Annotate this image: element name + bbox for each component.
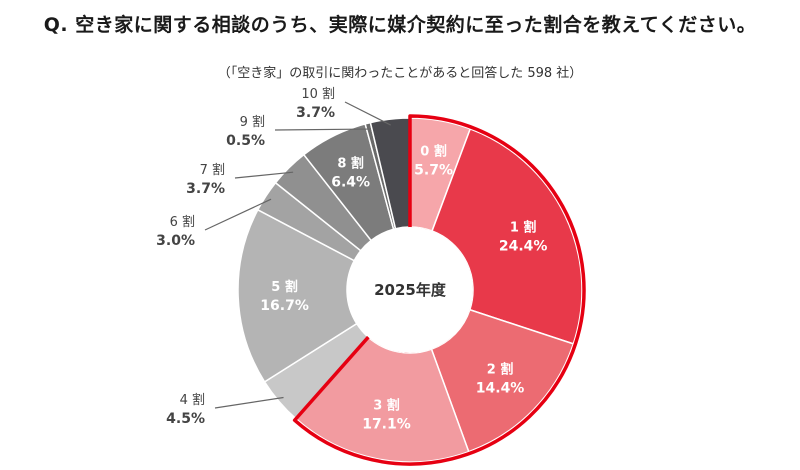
label-9割: 9 割 — [240, 114, 265, 130]
survey-subtitle: （「空き家」の取引に関わったことがあると回答した 598 社） — [217, 66, 583, 81]
label-10割: 10 割 — [301, 86, 335, 102]
label-1割: 1 割 — [510, 220, 537, 236]
label-5割: 5 割 — [271, 279, 298, 295]
value-8割: 6.4% — [331, 175, 370, 191]
center-hole — [347, 227, 473, 353]
leader-line-4割 — [214, 396, 284, 409]
leader-line-9割 — [274, 128, 370, 131]
value-9割: 0.5% — [226, 133, 265, 149]
label-0割: 0 割 — [420, 144, 447, 160]
value-2割: 14.4% — [476, 380, 525, 396]
label-7割: 7 割 — [200, 162, 225, 178]
question-title: Q. 空き家に関する相談のうち、実際に媒介契約に至った割合を教えてください。 — [43, 14, 757, 36]
value-6割: 3.0% — [156, 233, 195, 249]
value-4割: 4.5% — [166, 411, 205, 427]
value-5割: 16.7% — [260, 298, 309, 314]
value-10割: 3.7% — [296, 105, 335, 121]
center-label: 2025年度 — [374, 281, 447, 299]
value-1割: 24.4% — [499, 239, 548, 255]
value-0割: 5.7% — [414, 163, 453, 179]
label-2割: 2 割 — [487, 361, 514, 377]
leader-line-6割 — [204, 198, 272, 231]
leader-line-10割 — [344, 101, 392, 126]
label-8割: 8 割 — [337, 156, 364, 172]
label-3割: 3 割 — [373, 397, 400, 413]
label-4割: 4 割 — [180, 392, 205, 408]
leader-line-7割 — [234, 171, 294, 179]
value-3割: 17.1% — [362, 416, 411, 432]
label-6割: 6 割 — [170, 214, 195, 230]
value-7割: 3.7% — [186, 181, 225, 197]
